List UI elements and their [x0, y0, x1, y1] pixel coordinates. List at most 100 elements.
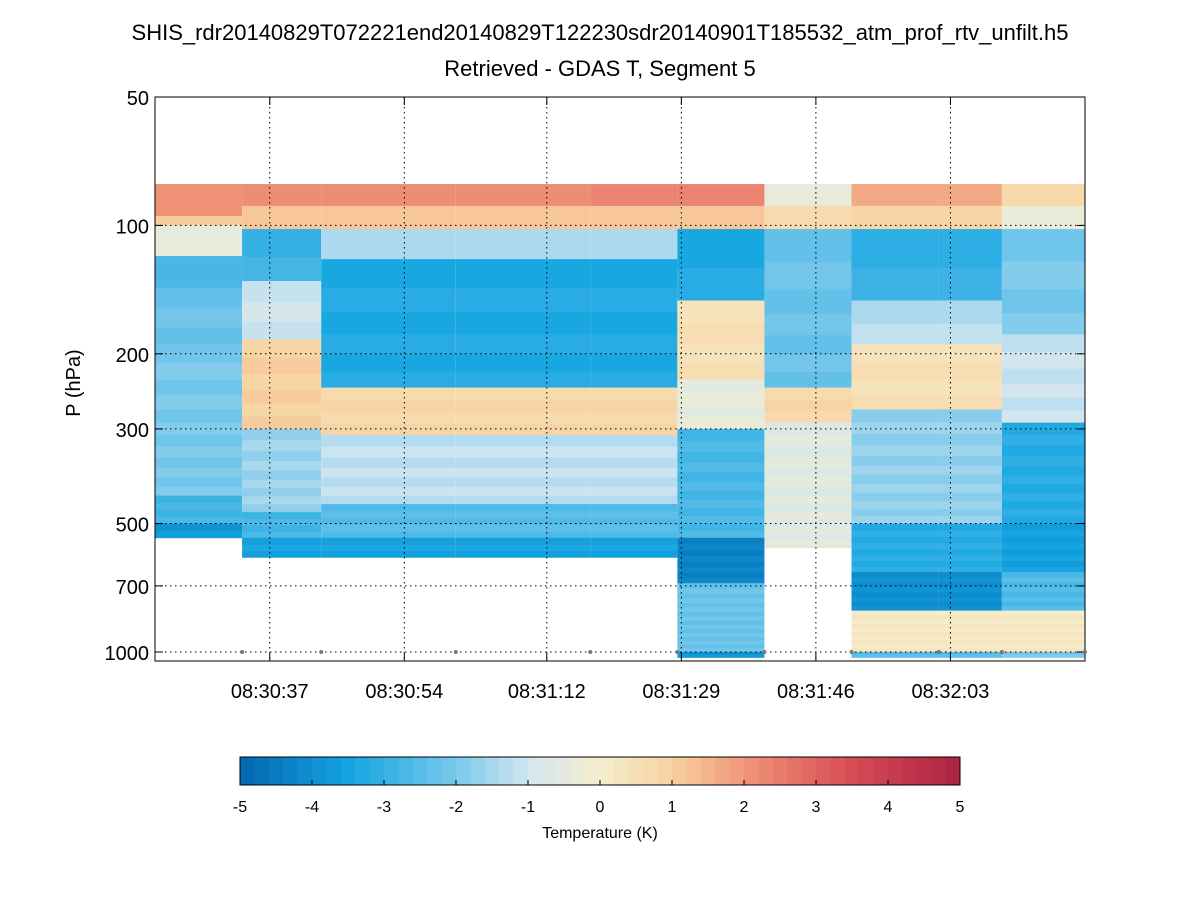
- cell-p0-l5-9: [155, 467, 243, 478]
- cell-p4-l3-1: [590, 287, 678, 313]
- cell-p2-l6-1: [321, 511, 456, 519]
- cell-p5-l6-6: [677, 572, 765, 579]
- surface-marker-5: [675, 649, 680, 654]
- cell-p8-l7-7: [938, 606, 1002, 612]
- cell-p4-l2-0: [590, 229, 678, 260]
- cell-p7-l5-10: [851, 508, 939, 517]
- cell-p0-l5-8: [155, 457, 243, 469]
- cell-p9-l5-3: [1001, 543, 1085, 550]
- colorbar-tick-label-7: 2: [740, 799, 749, 816]
- cell-p4-l4-2: [590, 412, 678, 425]
- cell-p1-l4-4: [242, 403, 322, 418]
- cell-p0-l1-0: [155, 215, 243, 226]
- colorbar-seg-48: [931, 757, 947, 785]
- cell-p6-l3-1: [764, 400, 852, 413]
- cell-p4-l3-0: [590, 259, 678, 289]
- colorbar-seg-29: [657, 757, 673, 785]
- colorbar-seg-17: [484, 757, 500, 785]
- cell-p0-l6-0: [155, 495, 243, 504]
- cell-p4-l6-4: [590, 531, 678, 539]
- cell-p5-l3-0: [677, 300, 765, 325]
- cell-p6-l3-0: [764, 387, 852, 401]
- cell-p1-l6-2: [242, 525, 322, 533]
- cell-p6-l4-0: [764, 422, 852, 436]
- cell-p9-l5-0: [1001, 523, 1085, 531]
- y-tick-label-6: 1000: [105, 643, 150, 665]
- surface-marker-4: [588, 649, 593, 654]
- cell-p8-l8-8: [938, 644, 1002, 649]
- cell-p8-l5-2: [938, 434, 1002, 446]
- cell-p2-l6-3: [321, 525, 456, 532]
- cell-p7-l6-1: [851, 530, 939, 538]
- cell-p9-l1-0: [1001, 205, 1085, 230]
- cell-p9-l7-9: [1001, 648, 1085, 653]
- cell-p8-l5-5: [938, 465, 1002, 476]
- cell-p8-l8-2: [938, 619, 1002, 625]
- cell-p9-l7-0: [1001, 610, 1085, 616]
- grid-lines: [155, 96, 1085, 661]
- cell-p5-l4-0: [677, 379, 765, 394]
- cell-p8-l6-3: [938, 543, 1002, 550]
- cell-p0-l6-1: [155, 503, 243, 511]
- cell-p6-l2-0: [764, 229, 852, 263]
- cell-p1-l2-0: [242, 229, 322, 258]
- colorbar-tick-label-0: -5: [233, 799, 247, 816]
- cell-p6-l0-0: [764, 184, 852, 207]
- cell-p5-l8-1: [677, 654, 765, 658]
- cell-p7-l6-4: [851, 549, 939, 556]
- cell-p9-l5-4: [1001, 549, 1085, 556]
- cell-p7-l2-0: [851, 229, 939, 269]
- cell-p9-l4-8: [1001, 501, 1085, 510]
- cell-p8-l4-1: [938, 362, 1002, 381]
- cell-p2-l6-0: [321, 504, 456, 512]
- cell-p9-l0-0: [1001, 184, 1085, 207]
- cell-p5-l5-3: [677, 462, 765, 474]
- cell-p7-l8-0: [851, 610, 939, 616]
- colorbar-seg-19: [513, 757, 529, 785]
- colorbar-label: Temperature (K): [542, 825, 658, 842]
- colorbar-tick-label-3: -2: [449, 799, 463, 816]
- cell-p9-l4-3: [1001, 456, 1085, 467]
- cell-p9-l5-6: [1001, 561, 1085, 568]
- cell-p9-l6-1: [1001, 577, 1085, 583]
- cell-p1-l6-3: [242, 531, 322, 539]
- cell-p3-l7-1: [455, 544, 591, 552]
- cell-p6-l4-1: [764, 434, 852, 447]
- colorbar-seg-38: [787, 757, 803, 785]
- cell-p1-l4-2: [242, 374, 322, 390]
- cell-p1-l7-2: [242, 551, 322, 558]
- cell-p8-l6-0: [938, 523, 1002, 531]
- cell-p0-l7-0: [155, 523, 243, 532]
- colorbar-seg-46: [902, 757, 918, 785]
- colorbar-seg-16: [470, 757, 486, 785]
- cell-p6-l4-7: [764, 495, 852, 505]
- cell-p7-l7-2: [851, 582, 939, 588]
- colorbar-seg-36: [758, 757, 774, 785]
- cell-p0-l4-2: [155, 327, 243, 345]
- cell-p5-l5-8: [677, 508, 765, 517]
- colorbar-seg-21: [542, 757, 558, 785]
- cell-p7-l9-0: [851, 651, 939, 656]
- y-tick-label-3: 300: [116, 420, 149, 442]
- cell-p9-l4-10: [1001, 516, 1085, 524]
- cell-p8-l7-0: [938, 572, 1002, 578]
- cell-p9-l6-2: [1001, 582, 1085, 588]
- colorbar-seg-43: [859, 757, 875, 785]
- cell-p2-l3-0: [321, 259, 456, 289]
- cell-p8-l2-1: [938, 268, 1002, 301]
- cell-p4-l6-1: [590, 511, 678, 519]
- cell-p2-l7-1: [321, 544, 456, 552]
- cell-p5-l5-7: [677, 499, 765, 509]
- cell-p1-l5-8: [242, 504, 322, 513]
- cell-p2-l4-1: [321, 400, 456, 414]
- cell-p9-l3-2: [1001, 368, 1085, 385]
- cell-p5-l5-5: [677, 482, 765, 492]
- cell-p3-l7-0: [455, 537, 591, 545]
- cell-p1-l0-0: [242, 184, 322, 207]
- cell-p4-l5-0: [590, 434, 678, 447]
- cell-p6-l4-9: [764, 512, 852, 521]
- cell-p7-l5-8: [851, 492, 939, 502]
- surface-marker-7: [849, 649, 854, 654]
- colorbar-seg-24: [585, 757, 601, 785]
- cell-p5-l6-0: [677, 537, 765, 545]
